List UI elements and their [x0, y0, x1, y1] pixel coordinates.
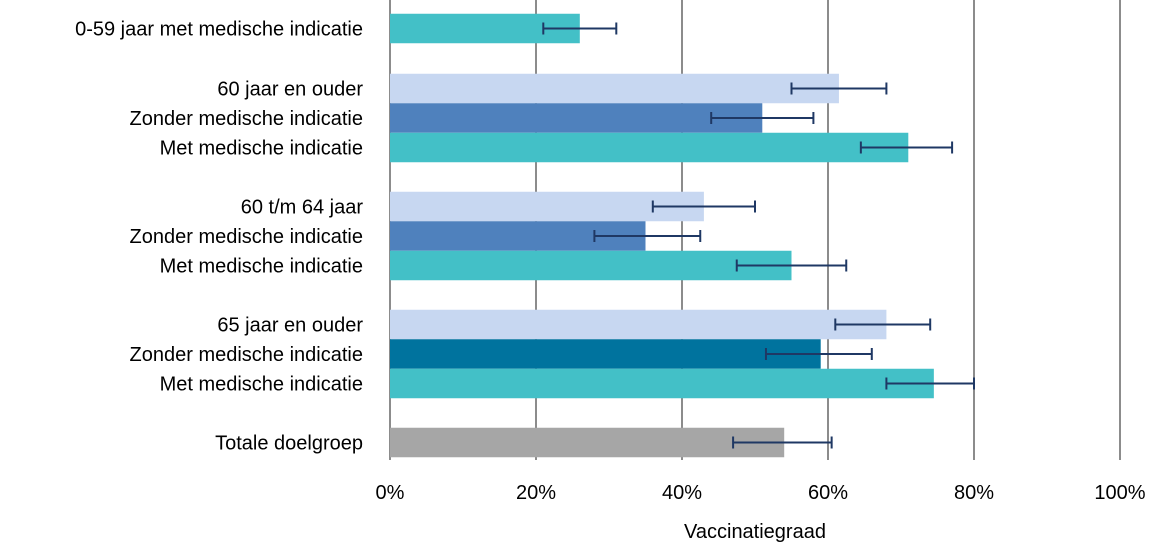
bar-3 — [390, 132, 909, 163]
error-bar-9 — [885, 377, 975, 390]
bar-9 — [390, 368, 934, 399]
bar-4 — [390, 191, 704, 222]
error-bar-6 — [735, 259, 848, 272]
x-tick-label-60: 60% — [808, 482, 848, 504]
category-label-1: 60 jaar en ouder — [217, 79, 363, 101]
error-bar-2 — [710, 112, 815, 124]
category-label-8: Zonder medische indicatie — [130, 344, 363, 366]
bar-6 — [390, 250, 792, 281]
category-label-6: Met medische indicatie — [160, 256, 363, 278]
category-label-4: 60 t/m 64 jaar — [241, 197, 364, 219]
category-label-7: 65 jaar en ouder — [217, 315, 363, 337]
x-tick-label-40: 40% — [662, 482, 702, 504]
error-bar-7 — [834, 318, 932, 331]
bar-1 — [390, 73, 839, 104]
x-tick-label-100: 100% — [1094, 482, 1145, 504]
x-tick-label-0: 0% — [376, 482, 405, 504]
error-bar-0 — [542, 22, 618, 35]
category-label-5: Zonder medische indicatie — [130, 226, 363, 248]
error-bar-4 — [651, 200, 756, 213]
category-label-2: Zonder medische indicatie — [130, 108, 363, 130]
bars — [390, 13, 934, 458]
error-bar-3 — [859, 141, 954, 154]
x-axis-title: Vaccinatiegraad — [684, 521, 826, 543]
error-bar-10 — [732, 436, 833, 449]
bar-8 — [390, 339, 821, 369]
error-bar-5 — [593, 230, 702, 242]
x-axis-ticks: 0% 20% 40% 60% 80% 100% — [376, 482, 1146, 504]
category-label-9: Met medische indicatie — [160, 374, 363, 396]
bar-7 — [390, 309, 887, 340]
x-tick-label-20: 20% — [516, 482, 556, 504]
error-bar-8 — [764, 348, 873, 360]
category-labels: 0-59 jaar met medische indicatie 60 jaar … — [75, 19, 363, 455]
x-tick-label-80: 80% — [954, 482, 994, 504]
bar-2 — [390, 103, 763, 133]
error-bars — [542, 22, 975, 449]
bar-10 — [390, 427, 785, 458]
category-label-3: Met medische indicatie — [160, 138, 363, 160]
category-label-10: Totale doelgroep — [215, 433, 363, 455]
category-label-0: 0-59 jaar met medische indicatie — [75, 19, 363, 41]
error-bar-1 — [790, 82, 888, 95]
